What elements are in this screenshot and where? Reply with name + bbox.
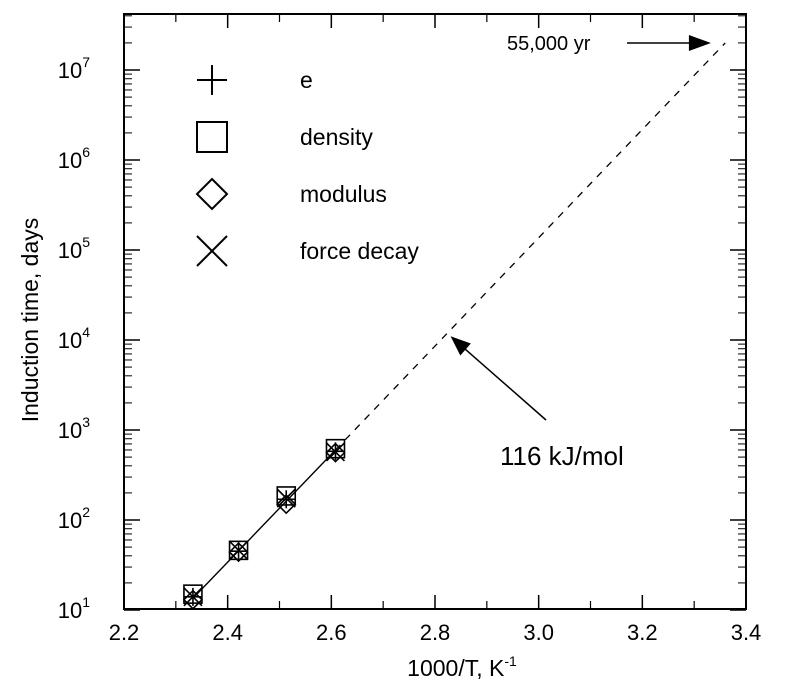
fit-line-solid: [192, 449, 336, 599]
y-tick-label: 107: [58, 54, 90, 83]
x-tick-label: 2.4: [212, 620, 243, 645]
x-marker-b: [196, 235, 228, 267]
x-tick-label: 3.2: [627, 620, 658, 645]
x-tick-label: 3.0: [523, 620, 554, 645]
x-tick-label: 3.4: [731, 620, 762, 645]
x-marker-b: [325, 442, 346, 462]
data-point-diamond: [325, 442, 346, 463]
legend-label: modulus: [300, 181, 387, 207]
annotation-arrowhead: [688, 35, 711, 51]
legend-label: density: [300, 124, 373, 150]
y-tick-label: 105: [58, 234, 90, 263]
data-point-square: [325, 438, 346, 459]
activation-energy-label: 116 kJ/mol: [500, 441, 624, 471]
x-tick-label: 2.6: [316, 620, 347, 645]
x-marker-b: [228, 540, 249, 560]
extrapolation-line-dashed: [335, 42, 726, 451]
data-point-x: [183, 587, 203, 607]
legend-symbol-square: [196, 121, 228, 153]
data-point-x: [276, 488, 296, 508]
plot-frame: [123, 13, 747, 610]
legend-symbol-x: [196, 235, 228, 267]
annotations: 116 kJ/mol 55,000 yr: [450, 33, 711, 471]
x-tick-label: 2.8: [420, 620, 451, 645]
data-point-square: [276, 486, 297, 506]
data-point-diamond: [182, 589, 204, 610]
y-axis-title: Induction time, days: [17, 218, 43, 423]
y-tick-label: 101: [58, 594, 90, 623]
y-tick-label: 106: [58, 144, 90, 173]
axes-group: [123, 13, 747, 610]
y-tick-label: 103: [58, 414, 90, 443]
x-axis-title: 1000/T, K-1: [407, 653, 517, 681]
data-point-square: [183, 584, 203, 604]
annotation-arrowhead: [450, 336, 471, 356]
data-point-square: [228, 540, 249, 561]
legend-symbol-diamond: [195, 177, 229, 211]
legend-label: e: [300, 67, 313, 93]
data-points: [182, 438, 346, 610]
x-tick-label: 2.2: [109, 620, 140, 645]
x-marker-b: [183, 587, 203, 607]
tick-labels: 2.2 2.4 2.6 2.8 3.0 3.2 3.4 101 102 103 104 105 106 1…: [58, 54, 762, 645]
ticks-group: [123, 14, 747, 611]
extrapolated-time-label: 55,000 yr: [507, 33, 591, 55]
data-point-diamond: [228, 541, 249, 563]
legend: e density modulus force decay: [195, 65, 419, 267]
data-point-x: [325, 442, 346, 462]
annotation-arrow-line: [458, 342, 547, 421]
data-point-x: [228, 540, 249, 560]
legend-label: force decay: [300, 238, 419, 264]
fit-lines: [192, 42, 726, 599]
x-marker-b: [276, 488, 296, 508]
y-tick-label: 104: [58, 324, 90, 353]
y-tick-label: 102: [58, 504, 90, 533]
legend-symbol-plus: [197, 65, 227, 95]
data-point-diamond: [276, 494, 297, 515]
